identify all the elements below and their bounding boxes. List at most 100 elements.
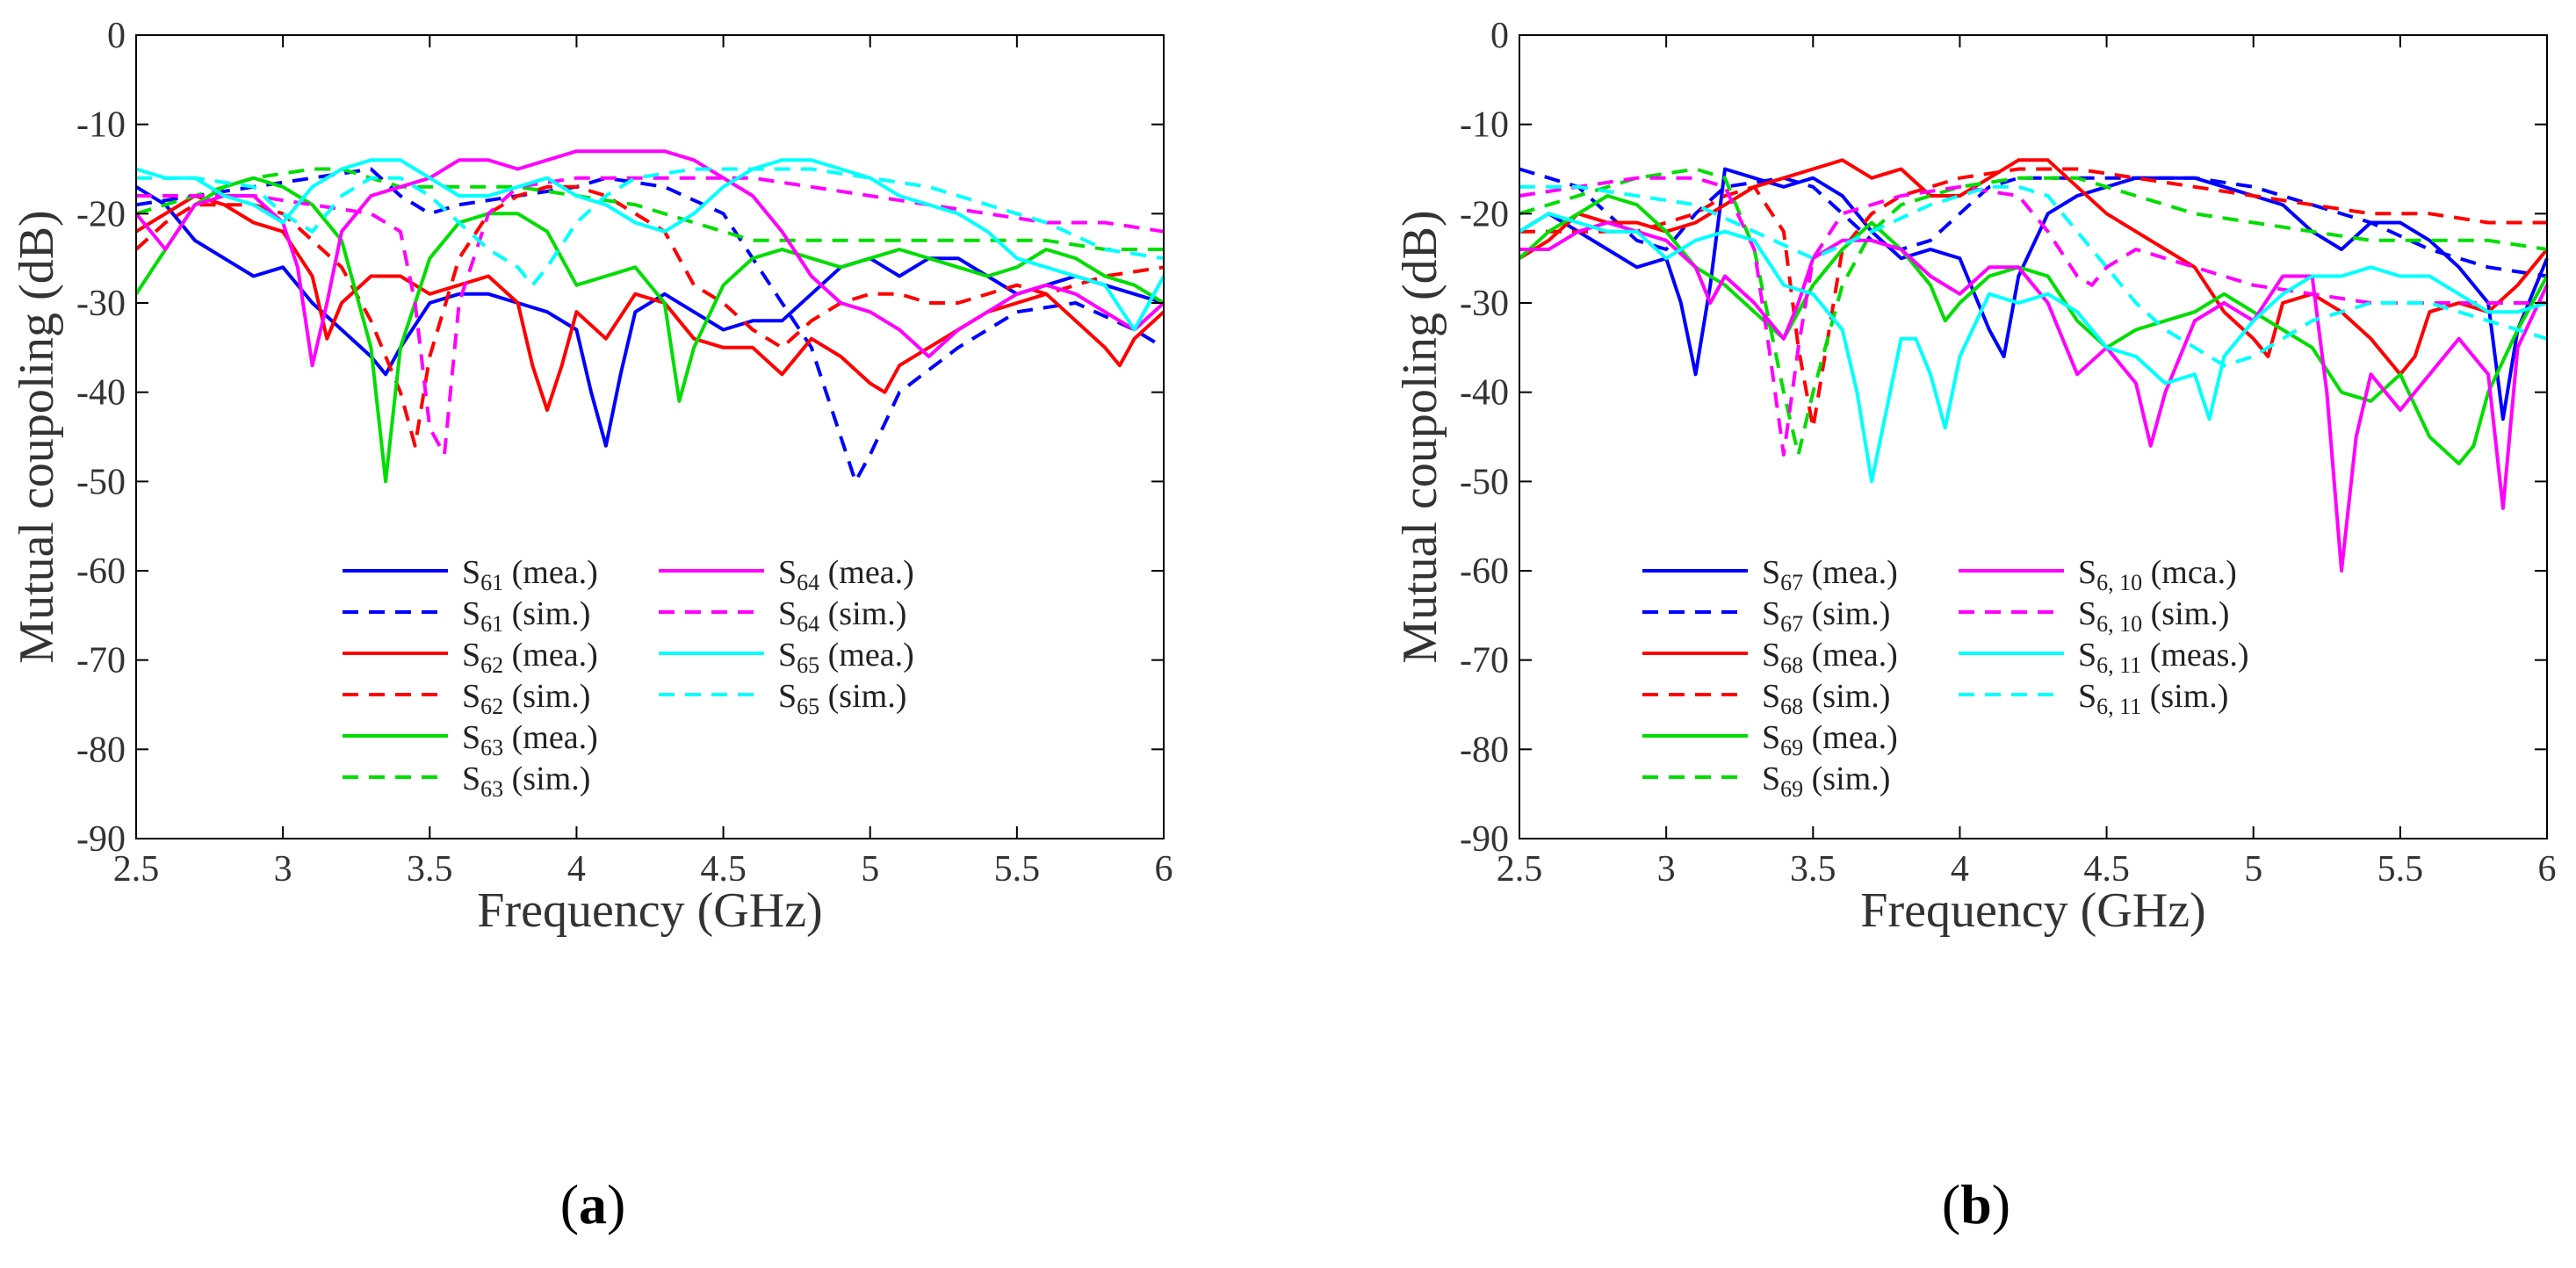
y-tick-label: -90 — [1460, 819, 1509, 860]
caption-a-open: ( — [559, 1173, 579, 1236]
series-line-a-S62-sim — [134, 184, 1165, 448]
series-line-b-S69-mea — [1518, 194, 2549, 465]
y-tick-label: -40 — [1460, 373, 1509, 414]
caption-a-label: a — [579, 1173, 607, 1236]
plot-frame — [135, 34, 1165, 839]
legend-entry-sub: 69 — [1780, 735, 1803, 760]
legend-entry: S61 (sim.) — [462, 595, 590, 637]
x-tick-label: 2.5 — [113, 849, 160, 890]
legend-entry: S62 (sim.) — [462, 678, 590, 719]
x-tick-label: 4.5 — [700, 849, 747, 890]
legend-entry-base: S — [462, 637, 480, 674]
legend-entry: S69 (mea.) — [1762, 719, 1898, 760]
series-line-a-S61-sim — [135, 167, 1165, 484]
legend-entry-suffix: (mea.) — [1803, 637, 1898, 674]
y-tick-label: -50 — [76, 462, 126, 502]
x-axis-label: Frequency (GHz) — [477, 883, 822, 938]
legend-entry-sub: 64 — [797, 570, 819, 595]
y-tick-label: -50 — [1460, 462, 1509, 502]
y-axis-label: Mutual coupoling (dB) — [10, 210, 64, 663]
legend-a: S61 (mea.)S61 (sim.)S62 (mea.)S62 (sim.)… — [343, 554, 914, 802]
y-tick-label: -70 — [1460, 641, 1509, 681]
legend-entry-base: S — [2078, 554, 2096, 591]
legend-entry-base: S — [778, 637, 797, 674]
legend-entry-base: S — [1762, 760, 1780, 797]
legend-entry-suffix: (mea.) — [819, 637, 914, 674]
legend-entry-suffix: (sim.) — [2142, 595, 2229, 632]
y-tick-label: -80 — [1460, 730, 1509, 770]
series-line-a-S65-sim — [136, 167, 1165, 287]
caption-b-close: ) — [1991, 1173, 2011, 1236]
legend-entry-base: S — [2078, 678, 2096, 715]
x-tick-label: 4.5 — [2083, 849, 2130, 890]
legend-entry-sub: 68 — [1780, 652, 1803, 678]
y-tick-label: -60 — [1460, 551, 1509, 592]
legend-entry: S6, 11 (sim.) — [2078, 678, 2228, 719]
x-tick-label: 3 — [1657, 849, 1676, 890]
legend-entry-base: S — [1762, 595, 1780, 632]
legend-entry-base: S — [778, 595, 797, 632]
y-tick-label: -70 — [76, 641, 126, 681]
legend-entry-sub: 69 — [1780, 776, 1803, 802]
x-tick-label: 3.5 — [1790, 849, 1836, 890]
y-tick-label: -80 — [76, 730, 126, 770]
legend-entry-suffix: (meas.) — [2141, 637, 2248, 674]
y-tick-label: 0 — [107, 16, 126, 56]
series-line-a-S64-sim — [136, 176, 1165, 457]
legend-entry-suffix: (mea.) — [503, 637, 598, 674]
series-line-b-S611-mea — [1518, 212, 2548, 484]
y-tick-label: -40 — [76, 373, 126, 414]
legend-entry-sub: 62 — [480, 652, 503, 678]
legend-entry-base: S — [1762, 554, 1780, 591]
legend-entry: S6, 11 (meas.) — [2078, 637, 2249, 678]
legend-entry-suffix: (sim.) — [2141, 678, 2228, 715]
series-line-b-S67-sim — [1519, 167, 2548, 278]
x-tick-label: 3.5 — [407, 849, 453, 890]
legend-entry-sub: 63 — [480, 735, 503, 760]
legend-entry-suffix: (sim.) — [503, 595, 590, 632]
legend-entry-suffix: (sim.) — [819, 678, 906, 715]
legend-entry-sub: 67 — [1780, 611, 1803, 637]
legend-entry-suffix: (sim.) — [819, 595, 906, 632]
legend-entry: S68 (mea.) — [1762, 637, 1898, 678]
y-tick-label: -90 — [76, 819, 126, 860]
series-line-b-S610-sim — [1519, 176, 2547, 457]
legend-entry-suffix: (mea.) — [503, 554, 598, 591]
x-axis-label: Frequency (GHz) — [1860, 883, 2205, 938]
legend-entry: S6, 10 (mca.) — [2078, 554, 2237, 595]
legend-entry: S63 (mea.) — [462, 719, 598, 760]
legend-entry-sub: 67 — [1780, 570, 1803, 595]
x-tick-label: 5.5 — [2378, 849, 2424, 890]
legend-entry: S64 (mea.) — [778, 554, 914, 595]
legend-entry-sub: 6, 10 — [2096, 570, 2142, 595]
series-line-a-S64-mea — [134, 149, 1165, 368]
legend-entry-suffix: (mea.) — [503, 719, 598, 756]
legend-entry-base: S — [462, 760, 480, 797]
y-axis-label: Mutual coupoling (dB) — [1393, 210, 1447, 663]
plot-frame — [1519, 34, 2548, 839]
legend-entry-sub: 63 — [480, 776, 503, 802]
caption-b-open: ( — [1941, 1173, 1961, 1236]
x-tick-label: 6 — [2538, 849, 2557, 890]
legend-entry-sub: 61 — [480, 611, 503, 637]
legend-entry-suffix: (mea.) — [1803, 554, 1898, 591]
legend-entry-base: S — [462, 554, 480, 591]
x-tick-label: 4 — [567, 849, 586, 890]
legend-entry-sub: 6, 11 — [2096, 694, 2141, 719]
legend-entry-base: S — [462, 719, 480, 756]
legend-entry: S68 (sim.) — [1762, 678, 1890, 719]
legend-entry-sub: 65 — [797, 652, 819, 678]
x-tick-label: 5.5 — [994, 849, 1041, 890]
legend-entry: S67 (sim.) — [1762, 595, 1890, 637]
legend-entry: S61 (mea.) — [462, 554, 598, 595]
legend-entry-base: S — [2078, 637, 2096, 674]
y-tick-label: -60 — [76, 551, 126, 592]
legend-entry-base: S — [462, 678, 480, 715]
x-tick-label: 5 — [861, 849, 879, 890]
series-line-b-S610-mea — [1519, 220, 2549, 573]
series-line-b-S69-sim — [1519, 167, 2548, 457]
legend-entry-sub: 62 — [480, 694, 503, 719]
legend-entry: S67 (mea.) — [1762, 554, 1898, 595]
legend-entry: S64 (sim.) — [778, 595, 906, 637]
